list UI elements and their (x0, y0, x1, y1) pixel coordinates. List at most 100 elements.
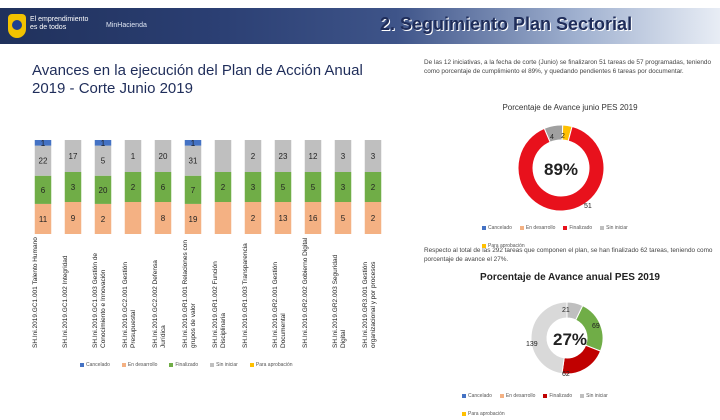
bar-segment-green (94, 175, 112, 204)
bar-segment-orange (274, 202, 292, 234)
bar-value-label: 2 (251, 152, 256, 161)
bar-value-label: 19 (189, 215, 198, 224)
bar-segment-gray (124, 140, 142, 172)
bar-value-label: 8 (161, 214, 166, 223)
donut2-label-b: 69 (592, 323, 600, 330)
bar-value-label: 5 (341, 214, 346, 223)
category-label: SH.Ini.2019.GR2.003 Seguridad Digital (332, 254, 347, 348)
legend-item: Sin iniciar (600, 225, 628, 231)
bar-segment-gray (214, 140, 232, 172)
legend-item: Cancelado (462, 393, 492, 399)
bar-segment-orange (184, 203, 202, 234)
donut2-label-d: 62 (562, 371, 570, 378)
bar-segment-orange (94, 203, 112, 234)
legend-item: Finalizado (543, 393, 572, 399)
bar-value-label: 16 (309, 214, 318, 223)
category-label: SH.Ini.2019.GR1.003 Transparencia (242, 243, 249, 348)
bar-segment-gray (364, 140, 382, 172)
bar-segment-orange (124, 202, 142, 234)
bar-value-label: 20 (159, 152, 168, 161)
donut2-label-c: 139 (526, 341, 538, 348)
donut2-slice (530, 301, 568, 375)
category-label: SH.Ini.2019.GC2.001 Gestión Presupuestal (122, 262, 137, 348)
category-label: SH.Ini.2019.GR2.001 Gestión Documental (272, 262, 287, 348)
legend-item: En desarrollo (519, 225, 555, 231)
bar-segment-green (364, 172, 382, 202)
donut1-slice (517, 125, 605, 212)
bar-value-label: 1 (101, 140, 106, 148)
bar-value-label: 1 (191, 140, 196, 148)
bar-segment-green (274, 172, 292, 202)
bar-value-label: 5 (281, 183, 286, 192)
donut2-title: Porcentaje de Avance anual PES 2019 (480, 272, 660, 283)
bar-value-label: 7 (191, 186, 196, 195)
respecto-text: Respecto al total de las 292 tareas que … (424, 247, 713, 263)
bar-value-label: 17 (69, 152, 78, 161)
bar-segment-orange (214, 202, 232, 234)
bar-value-label: 6 (41, 186, 46, 195)
bar-value-label: 3 (71, 183, 76, 192)
bar-segment-green (184, 175, 202, 204)
bar-segment-blue (34, 140, 52, 146)
donut1-label-a: 4 (550, 134, 554, 141)
main-title: Avances en la ejecución del Plan de Acci… (32, 62, 363, 97)
coat-of-arms-icon (8, 14, 26, 38)
bar-value-label: 3 (341, 152, 346, 161)
bar-value-label: 2 (371, 214, 376, 223)
stacked-bar-chart: 1162219317220512186201973112232135231651… (34, 140, 382, 234)
bar-value-label: 1 (41, 140, 46, 148)
bar-segment-orange (244, 202, 262, 234)
brand-line-1: El emprendimiento (30, 16, 89, 23)
bar-segment-gray (304, 140, 322, 172)
bar-segment-gray (154, 140, 172, 172)
category-label: SH.Ini.2019.GC1.002 Integridad (62, 255, 69, 348)
legend-item: Para aprobación (249, 362, 293, 368)
legend-item: En desarrollo (499, 393, 535, 399)
legend-item: Cancelado (80, 362, 110, 368)
bar-segment-orange (154, 202, 172, 234)
donut1-title: Porcentaje de Avance junio PES 2019 (502, 103, 638, 112)
donut-chart-anual: 27% 21 69 139 62 (526, 301, 604, 378)
bar-value-label: 5 (311, 183, 316, 192)
bar-segment-gray (334, 140, 352, 172)
category-label: SH.Ini.2019.GC2.002 Defensa Jurídica (152, 260, 167, 348)
legend-item: Para aprobación (482, 243, 525, 249)
donut1-center-label: 89% (544, 160, 578, 179)
bar-value-label: 3 (341, 183, 346, 192)
bar-value-label: 11 (39, 215, 48, 224)
bar-value-label: 31 (189, 157, 198, 166)
bar-segment-green (334, 172, 352, 202)
donut2-label-a: 21 (562, 307, 570, 314)
title-banner (0, 8, 720, 44)
brand-line-2: es de todos (30, 24, 67, 31)
bar-segment-gray (274, 140, 292, 172)
bar-segment-gray (34, 145, 52, 176)
category-label: SH.Ini.2019.GC1.003 Gestión de Conocimie… (92, 252, 107, 348)
bar-segment-green (244, 172, 262, 202)
bar-value-label: 1 (131, 152, 136, 161)
donut2-slice (561, 344, 602, 375)
donut-chart-junio: 89% 4 2 51 (517, 124, 605, 212)
bar-segment-orange (304, 202, 322, 234)
legend-item: Finalizado (563, 225, 592, 231)
bar-segment-green (214, 172, 232, 202)
slide-title: 2. Seguimiento Plan Sectorial (380, 14, 633, 34)
bar-value-label: 2 (101, 215, 106, 224)
donut2-legend: Cancelado En desarrollo Finalizado Sin inic… (462, 384, 662, 420)
bar-segment-blue (94, 140, 112, 146)
category-label: SH.Ini.2019.GC1.001 Talento Humano (32, 237, 39, 348)
bar-segment-green (64, 172, 82, 202)
legend-item: Sin iniciar (210, 362, 238, 368)
bar-value-label: 2 (221, 183, 226, 192)
bar-value-label: 20 (99, 186, 108, 195)
bar-segment-orange (364, 202, 382, 234)
bar-segment-green (34, 175, 52, 204)
bar-segment-gray (64, 140, 82, 172)
bar-value-label: 12 (309, 152, 318, 161)
donut1-label-c: 51 (584, 203, 592, 210)
category-label: SH.Ini.2019.GR1.002 Función Disciplinari… (212, 261, 227, 348)
bar-value-label: 2 (131, 183, 136, 192)
donut2-center-label: 27% (553, 330, 587, 349)
legend-item: Finalizado (169, 362, 198, 368)
bar-value-label: 5 (101, 157, 106, 166)
